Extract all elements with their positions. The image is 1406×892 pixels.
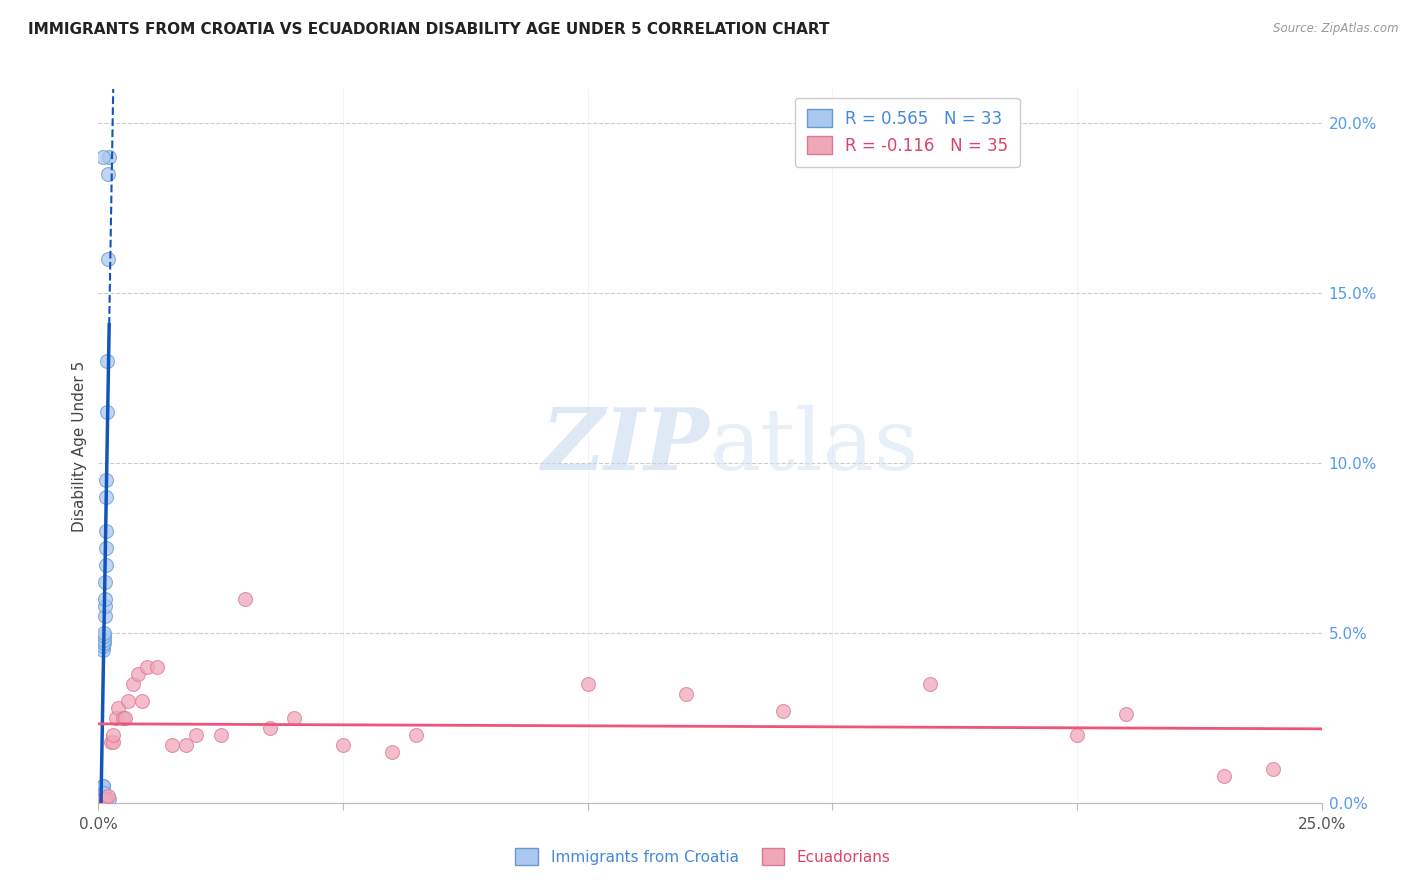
Point <box>1066 728 1088 742</box>
Point <box>90 794 112 808</box>
Point <box>94 591 117 606</box>
Point <box>90 794 112 808</box>
Point <box>186 728 208 742</box>
Point <box>94 608 117 623</box>
Point <box>93 636 115 650</box>
Point <box>772 704 794 718</box>
Point <box>1261 762 1284 776</box>
Point <box>91 640 114 654</box>
Point <box>91 782 114 797</box>
Point <box>97 167 120 181</box>
Point <box>101 728 124 742</box>
Point <box>91 150 114 164</box>
Point <box>91 786 114 800</box>
Point <box>90 792 112 806</box>
Text: atlas: atlas <box>710 404 920 488</box>
Point <box>405 728 427 742</box>
Point <box>96 490 118 504</box>
Point <box>283 711 305 725</box>
Point <box>98 792 121 806</box>
Point <box>90 789 112 803</box>
Point <box>107 700 129 714</box>
Point <box>259 721 281 735</box>
Point <box>94 599 117 613</box>
Point <box>96 354 118 368</box>
Point <box>675 687 697 701</box>
Point <box>97 789 120 803</box>
Point <box>131 694 153 708</box>
Text: Source: ZipAtlas.com: Source: ZipAtlas.com <box>1274 22 1399 36</box>
Point <box>117 694 139 708</box>
Point <box>1115 707 1137 722</box>
Point <box>93 632 115 647</box>
Point <box>920 677 942 691</box>
Legend: R = 0.565   N = 33, R = -0.116   N = 35: R = 0.565 N = 33, R = -0.116 N = 35 <box>794 97 1019 167</box>
Point <box>94 792 117 806</box>
Point <box>91 779 114 793</box>
Point <box>576 677 599 691</box>
Point <box>93 629 115 643</box>
Point <box>96 405 118 419</box>
Point <box>332 738 354 752</box>
Point <box>89 794 111 808</box>
Point <box>90 792 112 806</box>
Point <box>101 734 124 748</box>
Text: IMMIGRANTS FROM CROATIA VS ECUADORIAN DISABILITY AGE UNDER 5 CORRELATION CHART: IMMIGRANTS FROM CROATIA VS ECUADORIAN DI… <box>28 22 830 37</box>
Point <box>104 711 127 725</box>
Point <box>176 738 198 752</box>
Point <box>96 473 118 487</box>
Point <box>91 643 114 657</box>
Text: ZIP: ZIP <box>543 404 710 488</box>
Y-axis label: Disability Age Under 5: Disability Age Under 5 <box>72 360 87 532</box>
Point <box>90 790 112 805</box>
Point <box>121 677 143 691</box>
Point <box>94 574 117 589</box>
Legend: Immigrants from Croatia, Ecuadorians: Immigrants from Croatia, Ecuadorians <box>505 838 901 875</box>
Point <box>209 728 232 742</box>
Point <box>114 711 136 725</box>
Point <box>1212 769 1234 783</box>
Point <box>381 745 404 759</box>
Point <box>94 558 117 572</box>
Point <box>97 252 120 266</box>
Point <box>91 779 114 793</box>
Point <box>146 660 169 674</box>
Point <box>93 626 115 640</box>
Point <box>136 660 159 674</box>
Point <box>111 711 134 725</box>
Point <box>91 792 114 806</box>
Point <box>233 591 256 606</box>
Point <box>94 541 117 555</box>
Point <box>127 666 149 681</box>
Point <box>100 734 122 748</box>
Point <box>97 150 120 164</box>
Point <box>94 524 117 538</box>
Point <box>93 786 115 800</box>
Point <box>160 738 183 752</box>
